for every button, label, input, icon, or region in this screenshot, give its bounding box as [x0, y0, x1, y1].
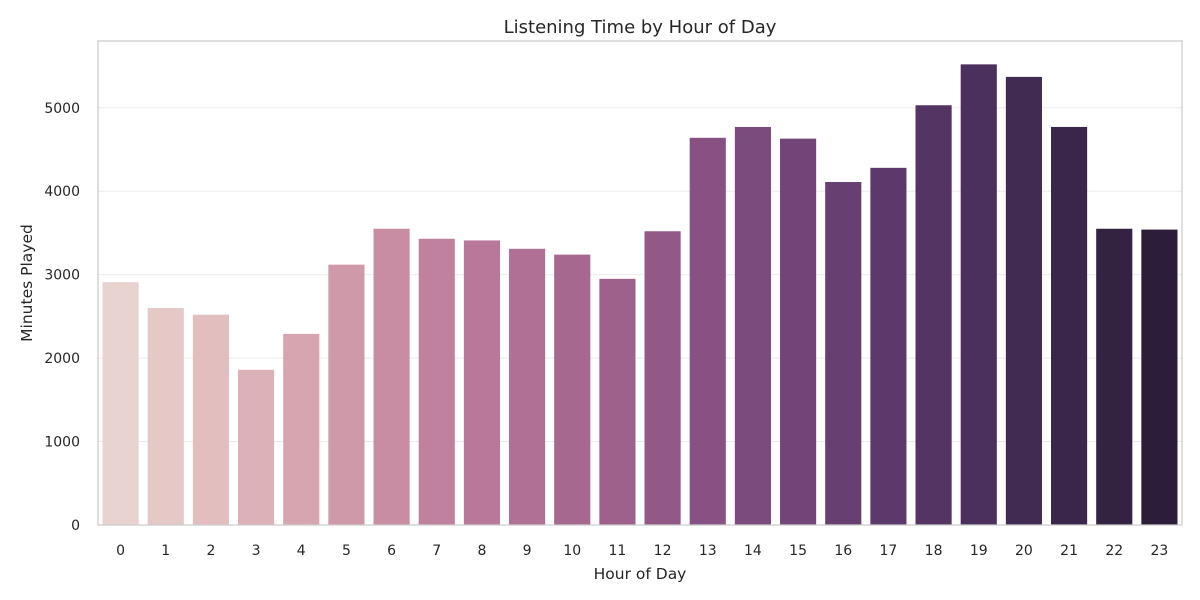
bar-hour-18 [915, 105, 952, 525]
bar-hour-8 [463, 240, 500, 525]
x-tick-label: 0 [116, 543, 125, 559]
x-tick-label: 9 [523, 543, 532, 559]
x-tick-label: 2 [206, 543, 215, 559]
bar-hour-17 [870, 167, 907, 526]
bar-hour-9 [509, 248, 546, 526]
bar-hour-4 [283, 333, 320, 525]
x-tick-label: 21 [1060, 543, 1078, 559]
x-tick-label: 22 [1105, 543, 1123, 559]
bar-hour-21 [1051, 126, 1088, 525]
x-tick-label: 5 [342, 543, 351, 559]
x-tick-label: 6 [387, 543, 396, 559]
x-tick-label: 18 [925, 543, 943, 559]
x-tick-label: 11 [609, 543, 627, 559]
bar-hour-0 [102, 282, 139, 525]
bar-hour-13 [689, 137, 726, 526]
bar-hour-5 [328, 264, 365, 525]
chart-title: Listening Time by Hour of Day [504, 17, 777, 38]
x-tick-label: 15 [789, 543, 807, 559]
bar-hour-1 [147, 308, 184, 525]
plot-area-frame [97, 40, 1183, 526]
y-axis-label: Minutes Played [18, 224, 36, 342]
x-tick-label: 17 [880, 543, 898, 559]
bar-hour-19 [960, 64, 997, 526]
x-tick-label: 19 [970, 543, 988, 559]
x-tick-label: 23 [1151, 543, 1169, 559]
y-tick-label: 2000 [44, 351, 80, 367]
x-tick-label: 3 [252, 543, 261, 559]
x-tick-label: 4 [297, 543, 306, 559]
x-tick-label: 8 [477, 543, 486, 559]
x-tick-label: 7 [432, 543, 441, 559]
x-axis-label: Hour of Day [594, 565, 687, 583]
x-tick-label: 1 [161, 543, 170, 559]
x-tick-labels: 0 1 2 3 4 5 6 7 8 9 10 11 12 13 14 15 16 17 18 19 20 21 22 23 [116, 543, 1168, 559]
bar-hour-11 [599, 278, 636, 525]
bar-hour-6 [373, 228, 410, 526]
y-tick-label: 1000 [44, 435, 80, 451]
x-tick-label: 20 [1015, 543, 1033, 559]
y-tick-labels: 0 1000 2000 3000 4000 5000 [44, 101, 80, 534]
x-tick-label: 12 [654, 543, 672, 559]
bar-hour-20 [1005, 76, 1042, 526]
x-tick-label: 10 [563, 543, 581, 559]
bar-hour-10 [554, 254, 591, 526]
bar-hour-7 [418, 238, 455, 526]
bar-hour-14 [734, 126, 771, 525]
bar-hour-15 [780, 138, 817, 526]
x-tick-label: 16 [834, 543, 852, 559]
bars [102, 64, 1178, 526]
bar-hour-16 [825, 182, 862, 525]
bar-hour-2 [192, 314, 229, 525]
y-tick-label: 5000 [44, 101, 80, 117]
bar-hour-12 [644, 231, 681, 525]
x-tick-label: 13 [699, 543, 717, 559]
y-tick-label: 0 [71, 518, 80, 534]
y-tick-label: 4000 [44, 184, 80, 200]
bar-hour-22 [1096, 228, 1133, 526]
bar-hour-3 [238, 369, 275, 525]
y-tick-label: 3000 [44, 268, 80, 284]
bar-hour-23 [1141, 229, 1178, 525]
x-tick-label: 14 [744, 543, 762, 559]
